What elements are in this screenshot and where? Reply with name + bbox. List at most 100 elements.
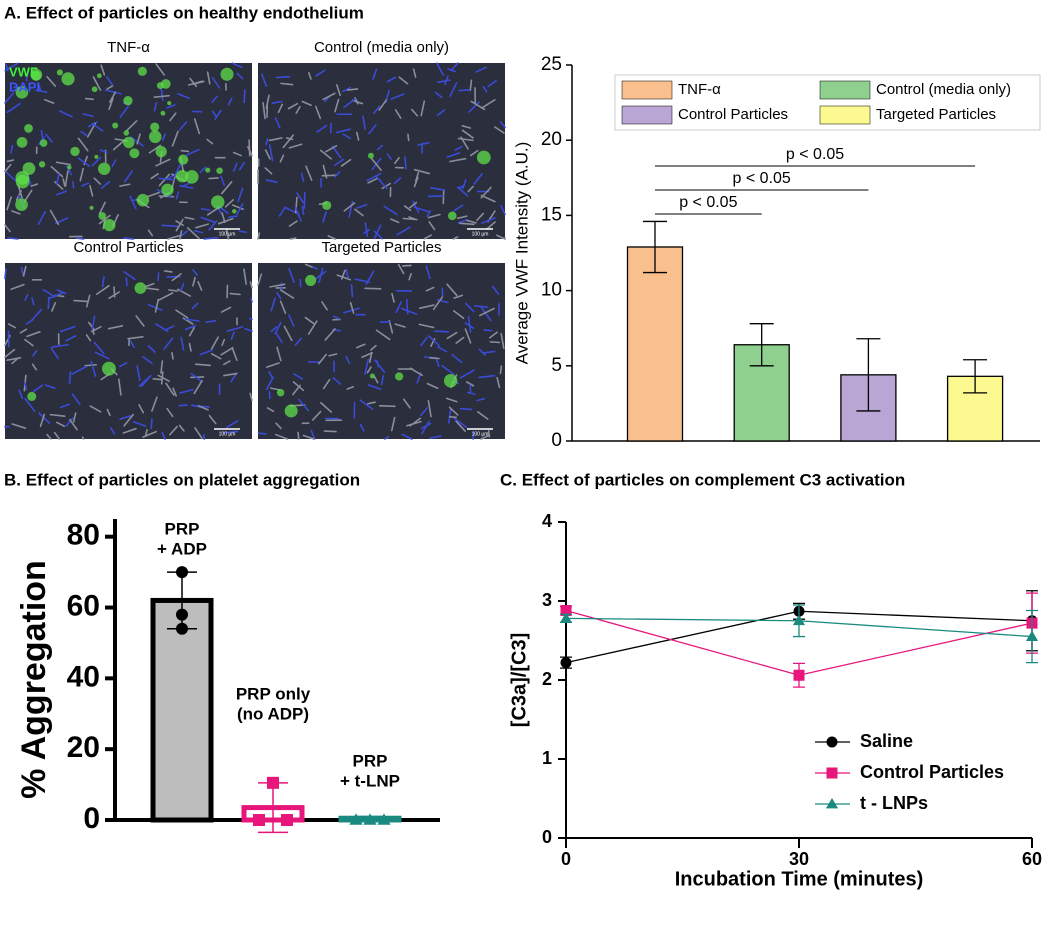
cell <box>4 224 11 233</box>
cell <box>274 321 282 335</box>
cell <box>184 318 200 322</box>
cell <box>248 139 251 157</box>
cell <box>279 300 287 314</box>
cell <box>320 401 333 413</box>
cell <box>157 374 170 382</box>
cell <box>211 95 218 104</box>
y-tick-label: 0 <box>542 827 552 847</box>
cell <box>92 76 102 91</box>
cell <box>169 112 177 122</box>
cell <box>421 420 430 435</box>
cell <box>214 109 222 121</box>
cell <box>177 93 191 100</box>
cell <box>363 228 371 235</box>
legend-label: Saline <box>860 731 913 751</box>
panel-title: A. Effect of particles on healthy endoth… <box>4 3 364 22</box>
cell <box>58 110 73 118</box>
cell <box>182 182 192 187</box>
cell <box>458 88 471 92</box>
cell <box>304 316 315 325</box>
cell <box>85 294 91 308</box>
cell <box>446 331 458 340</box>
cell <box>163 337 174 350</box>
cell <box>101 180 111 189</box>
cell <box>295 105 301 114</box>
cell <box>294 206 302 222</box>
cell <box>381 182 392 190</box>
cell <box>188 326 195 337</box>
cell <box>487 79 497 88</box>
cell <box>375 175 388 190</box>
cell <box>334 158 345 167</box>
cell <box>91 122 104 132</box>
cell <box>175 191 180 200</box>
marker <box>560 657 572 669</box>
cell <box>101 275 105 288</box>
cell <box>266 407 275 413</box>
cell <box>192 269 199 276</box>
cell <box>302 434 315 440</box>
cell <box>315 105 322 120</box>
annotation: p < 0.05 <box>786 146 844 163</box>
cell <box>327 235 336 240</box>
cell <box>122 237 135 240</box>
cell <box>265 137 269 146</box>
cell <box>475 66 488 73</box>
cell <box>467 185 474 193</box>
cell <box>420 100 426 117</box>
cell <box>468 101 480 113</box>
cell <box>155 63 166 76</box>
cell <box>489 341 501 344</box>
cell <box>478 374 496 379</box>
vwf-spot <box>161 183 174 196</box>
cell <box>293 373 304 380</box>
cell <box>171 130 179 147</box>
cell <box>480 99 496 109</box>
vwf-spot <box>22 162 36 175</box>
cell <box>71 393 81 406</box>
cell <box>342 86 351 93</box>
cell <box>37 210 47 226</box>
cell <box>268 144 274 162</box>
cell <box>200 216 216 224</box>
cell <box>89 184 94 197</box>
scale-bar-label: 100 µm <box>472 431 489 437</box>
cell <box>179 185 194 189</box>
cell <box>95 284 110 296</box>
cell <box>402 398 411 409</box>
cell <box>189 77 198 88</box>
scale-bar-label: 100 µm <box>219 431 236 437</box>
vwf-spot <box>284 404 298 418</box>
cell <box>322 378 331 390</box>
annotation: p < 0.05 <box>733 170 791 187</box>
cell <box>432 296 444 311</box>
cell <box>408 216 416 220</box>
cell <box>278 206 287 217</box>
cell <box>426 210 432 218</box>
vwf-spot <box>24 123 33 133</box>
cell <box>229 292 241 296</box>
category-label: + ADP <box>157 539 207 558</box>
micrograph-label: Targeted Particles <box>321 239 441 256</box>
cell <box>473 305 489 308</box>
cell <box>55 173 60 185</box>
vwf-spot <box>27 391 37 401</box>
cell <box>147 191 160 198</box>
cell <box>222 360 231 366</box>
cell <box>401 433 413 440</box>
category-label: PRP only <box>236 684 311 703</box>
micrograph-label: Control Particles <box>73 239 183 256</box>
cell <box>294 337 303 346</box>
cell <box>158 173 171 187</box>
cell <box>50 347 60 360</box>
cell <box>371 158 382 171</box>
cell <box>123 413 135 427</box>
cell <box>373 230 383 240</box>
vwf-spot <box>447 211 457 221</box>
vwf-spot <box>367 152 374 159</box>
cell <box>164 325 175 331</box>
cell <box>18 389 24 399</box>
cell <box>194 363 212 367</box>
cell <box>6 102 21 114</box>
cell <box>171 352 174 360</box>
